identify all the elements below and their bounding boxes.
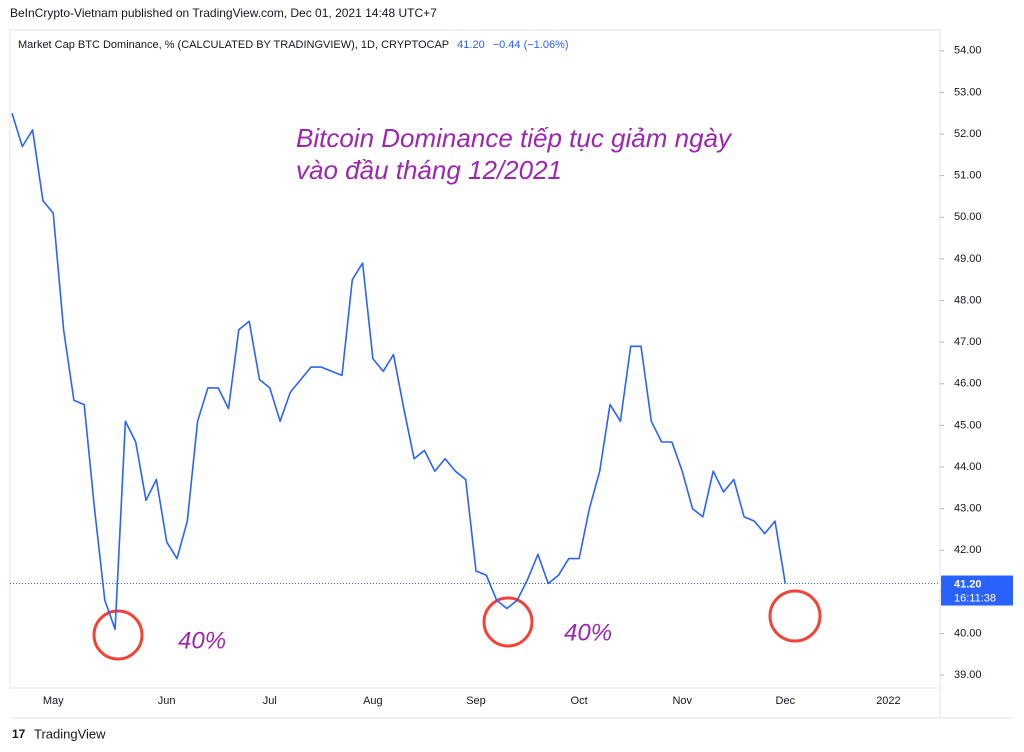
highlight-circle [768,589,822,643]
annotation: 40% [564,619,612,646]
y-tick-label: 45.00 [954,419,982,431]
y-tick-label: 46.00 [954,378,982,390]
countdown: 16:11:38 [954,592,996,604]
y-tick-label: 54.00 [954,45,982,57]
legend-value: 41.20 [457,39,485,51]
y-tick-label: 40.00 [954,627,982,639]
y-tick-label: 39.00 [954,669,982,681]
annotation: vào đầu tháng 12/2021 [296,155,562,185]
y-tick-label: 53.00 [954,86,982,98]
y-tick-label: 47.00 [954,336,982,348]
y-tick-label: 43.00 [954,503,982,515]
footer-logo: 17 [12,727,26,741]
annotation: 40% [178,627,226,654]
highlight-circle [482,596,534,648]
x-tick-label: Sep [466,695,486,707]
highlight-circle [92,609,144,661]
y-tick-label: 48.00 [954,294,982,306]
footer: TradingView [34,726,106,741]
legend: Market Cap BTC Dominance, % (CALCULATED … [18,39,569,51]
annotation: Bitcoin Dominance tiếp tục giảm ngày [296,123,733,153]
y-tick-label: 44.00 [954,461,982,473]
y-tick-label: 51.00 [954,170,982,182]
x-tick-label: Dec [776,695,796,707]
header: BeInCrypto-Vietnam published on TradingV… [10,6,437,20]
legend-name: Market Cap BTC Dominance, % (CALCULATED … [18,39,449,51]
y-tick-label: 50.00 [954,211,982,223]
legend-change: −0.44 (−1.06%) [493,39,569,51]
line-series [11,112,787,631]
x-tick-label: Jun [158,695,176,707]
logo-mark: 17 [12,727,26,741]
last-price-label: 41.20 [954,578,982,590]
y-tick-label: 49.00 [954,253,982,265]
x-tick-label: Nov [672,695,692,707]
x-tick-label: Jul [263,695,277,707]
x-tick-label: Oct [571,695,588,707]
x-tick-label: Aug [363,695,383,707]
y-tick-label: 42.00 [954,544,982,556]
x-tick-label: 2022 [876,695,900,707]
y-tick-label: 52.00 [954,128,982,140]
last-price-box [941,575,1013,606]
x-tick-label: May [43,695,64,707]
